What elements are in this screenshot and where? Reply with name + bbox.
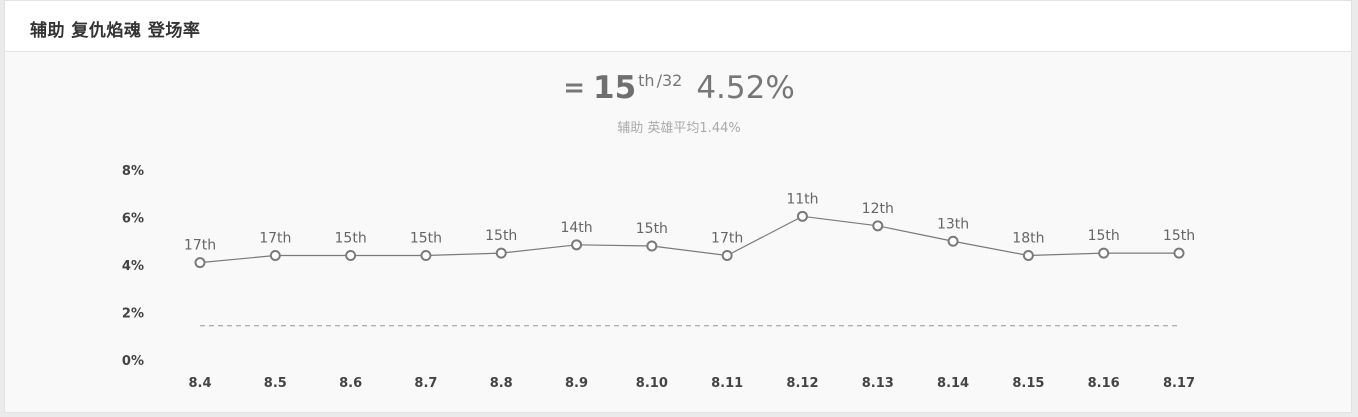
rank-label: 11th [786,191,818,207]
rank-label: 18th [1012,231,1044,247]
pick-rate-value: 4.52% [696,70,795,106]
rank-label: 12th [862,201,894,217]
rank-total: /32 [656,71,683,90]
rank-label: 17th [259,231,291,247]
role-average-text: 辅助 英雄平均1.44% [617,121,741,136]
data-point [947,235,959,247]
x-tick-label: 8.14 [937,376,969,391]
data-point [796,210,808,222]
y-tick-label: 8% [122,164,144,179]
rank-change-indicator: = [563,73,585,103]
x-tick-label: 8.8 [490,376,513,391]
x-tick-label: 8.10 [636,376,668,391]
x-tick-label: 8.12 [786,376,818,391]
x-tick-label: 8.16 [1088,376,1120,391]
x-tick-label: 8.11 [711,376,743,391]
x-tick-label: 8.17 [1163,376,1195,391]
y-tick-label: 0% [122,354,144,369]
rank-label: 15th [636,221,668,237]
rank-label: 15th [335,231,367,247]
x-tick-label: 8.9 [565,376,588,391]
x-tick-label: 8.15 [1012,376,1044,391]
x-tick-label: 8.13 [862,376,894,391]
chart-panel: 辅助 复仇焰魂 登场率 [4,0,1352,413]
data-point [1098,247,1110,259]
rank-label: 15th [410,231,442,247]
data-point [872,220,884,232]
x-tick-label: 8.7 [414,376,437,391]
data-point [194,257,206,269]
panel-header: 辅助 复仇焰魂 登场率 [5,1,1351,52]
rank-label: 17th [711,231,743,247]
rank-value: 15 [593,70,637,106]
x-tick-label: 8.6 [339,376,362,391]
data-point [495,247,507,259]
rank-suffix: th [638,71,655,90]
pick-rate-series-line [199,215,1179,264]
panel-title: 辅助 复仇焰魂 登场率 [30,21,201,41]
data-point [1022,250,1034,261]
x-tick-label: 8.4 [188,376,211,391]
data-point [571,239,583,251]
rank-label: 15th [485,228,517,244]
x-tick-label: 8.5 [264,376,287,391]
y-tick-label: 4% [122,259,144,274]
y-tick-label: 6% [122,212,144,227]
data-point [1173,247,1185,259]
y-tick-label: 2% [122,307,144,322]
data-point [721,250,733,261]
data-point [420,250,432,261]
rank-label: 17th [184,238,216,254]
rank-label: 15th [1088,228,1120,244]
rank-label: 14th [560,220,592,236]
rank-label: 15th [1163,228,1195,244]
data-point [269,250,281,261]
rank-label: 13th [937,216,969,232]
data-point [345,250,357,261]
data-point [646,240,658,252]
